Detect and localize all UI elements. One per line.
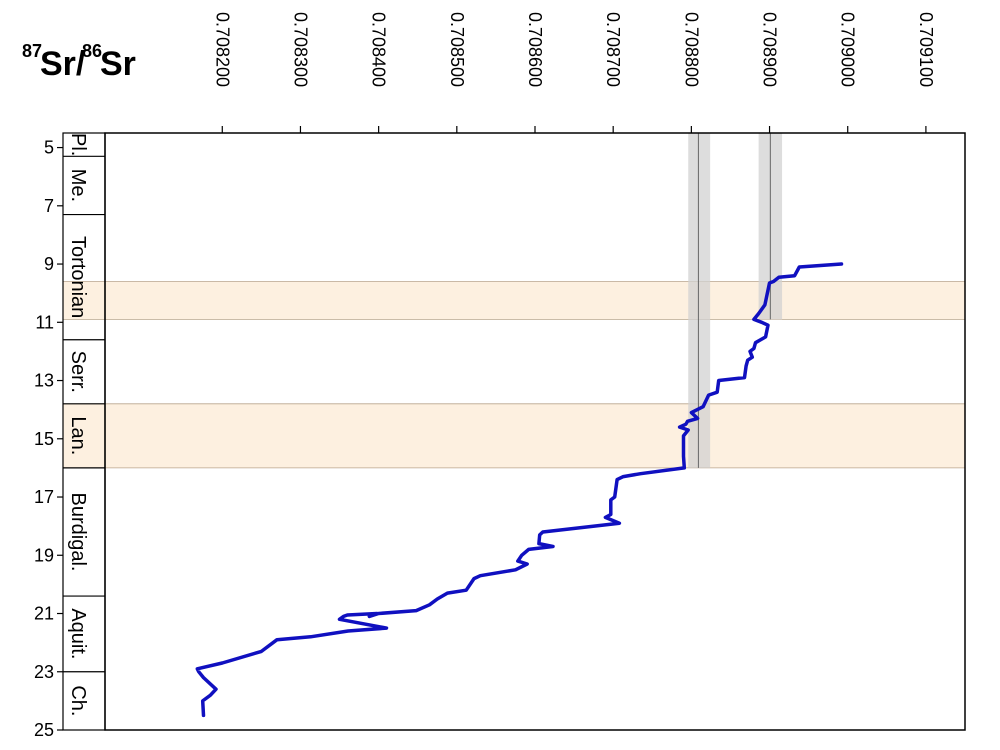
y-tick-label: 11 — [35, 312, 54, 332]
stage-label-3: Tortonian — [67, 236, 89, 318]
x-tick-label: 0.708500 — [447, 12, 467, 87]
plot-frame — [104, 132, 966, 731]
highlight-bands — [63, 281, 965, 469]
x-tick-label: 0.708900 — [760, 12, 780, 87]
x-tick-label: 0.709000 — [838, 12, 858, 87]
y-tick-label: 25 — [34, 720, 54, 740]
x-tick-label: 0.708400 — [369, 12, 389, 87]
y-tick-label: 17 — [34, 487, 54, 507]
stage-label-2: Me. — [67, 169, 89, 202]
x-tick-label: 0.709100 — [916, 12, 936, 87]
x-tick-label: 0.708700 — [603, 12, 623, 87]
stage-label-5: Lan. — [67, 416, 89, 455]
series-layer — [195, 262, 844, 718]
stage-label-4: Serr. — [67, 351, 89, 393]
title-superscript-87: 87 — [22, 41, 42, 61]
highlight-band-1 — [63, 281, 965, 320]
title-superscript-86: 86 — [82, 41, 102, 61]
y-tick-label: 9 — [44, 254, 54, 274]
y-tick-label: 7 — [44, 196, 54, 216]
stage-label-1: Pl. — [67, 133, 89, 156]
chart-title: 87 Sr/ 86 Sr — [22, 41, 136, 83]
y-tick-label: 23 — [34, 662, 54, 682]
highlight-band-2 — [63, 403, 965, 468]
series-line-1 — [195, 262, 844, 718]
y-tick-label: 19 — [34, 545, 54, 565]
stage-label-8: Ch. — [67, 685, 89, 716]
reference-band-1 — [688, 133, 711, 468]
x-tick-label: 0.708600 — [525, 12, 545, 87]
title-sr: Sr — [100, 45, 136, 83]
x-axis: 0.708200 0.708300 0.708400 0.708500 0.708600… — [212, 12, 936, 133]
stage-label-6: Burdigal. — [67, 493, 89, 572]
x-tick-label: 0.708200 — [212, 12, 232, 87]
y-tick-label: 21 — [34, 604, 54, 624]
x-tick-label: 0.708800 — [681, 12, 701, 87]
y-tick-label: 13 — [34, 371, 54, 391]
stage-label-7: Aquit. — [67, 608, 89, 659]
title-sr-slash: Sr/ — [40, 45, 86, 83]
y-tick-label: 5 — [44, 138, 54, 158]
reference-bands — [688, 133, 783, 468]
x-tick-label: 0.708300 — [290, 12, 310, 87]
stage-column: Pl. Me. Tortonian Serr. Lan. Burdigal. Aquit. C… — [62, 132, 106, 731]
y-axis: 5 7 9 11 13 15 17 19 21 23 25 — [34, 138, 63, 740]
y-tick-label: 15 — [34, 429, 54, 449]
